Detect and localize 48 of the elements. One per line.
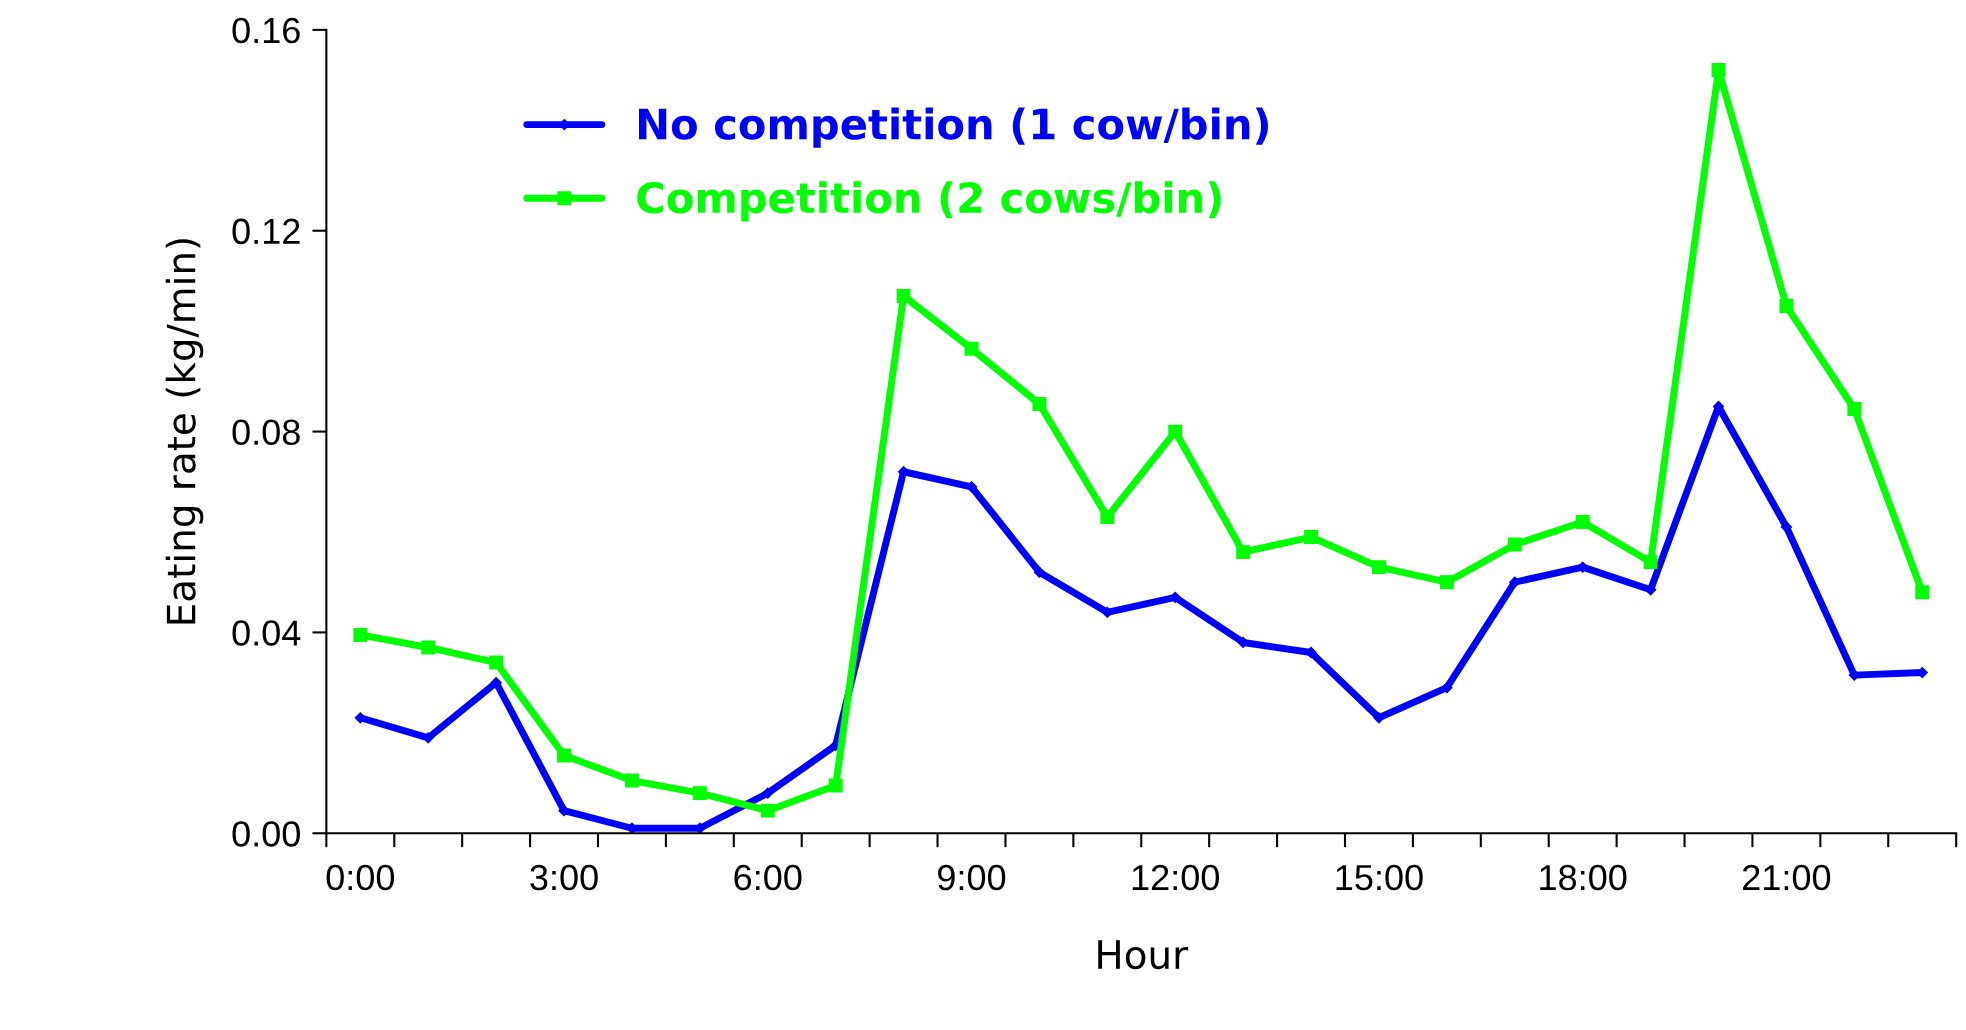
y-tick-label: 0.12: [232, 218, 300, 245]
x-tick-label: 6:00: [734, 864, 802, 891]
point: [1441, 682, 1453, 694]
point: [1847, 402, 1862, 416]
point: [1780, 521, 1793, 533]
x-tick-label: 9:00: [938, 864, 1006, 891]
point: [557, 748, 571, 763]
y-axis-title: Eating rate (kg/min): [165, 239, 204, 624]
point: [828, 778, 843, 793]
point: [1168, 424, 1183, 439]
point: [1643, 555, 1658, 570]
point: [1100, 509, 1115, 524]
y-tick-label: 0.04: [232, 620, 301, 646]
point: [489, 655, 504, 670]
x-tick-label: 0:00: [326, 864, 395, 891]
x-tick-label: 3:00: [530, 864, 598, 891]
x-tick-label: 18:00: [1540, 864, 1627, 891]
x-tick-label: 15:00: [1336, 864, 1423, 891]
point: [964, 341, 979, 356]
point: [762, 787, 774, 799]
point: [1371, 560, 1386, 575]
x-tick-label: 12:00: [1132, 864, 1219, 891]
point: [1373, 712, 1385, 724]
point: [421, 640, 436, 655]
legend-label: Competition (2 cows/bin): [637, 181, 1221, 222]
point: [354, 712, 366, 724]
point: [1711, 63, 1726, 77]
y-tick-label: 0.08: [232, 419, 300, 446]
point: [1507, 537, 1522, 552]
point: [490, 677, 502, 689]
legend-label: No competition (1 cow/bin): [639, 107, 1268, 148]
x-tick-label: 21:00: [1743, 864, 1831, 891]
point: [353, 627, 368, 642]
point: [896, 289, 911, 303]
point: [760, 803, 775, 818]
y-tick-label: 0.16: [232, 17, 300, 44]
point: [692, 786, 707, 801]
point: [1032, 397, 1047, 411]
x-axis-title: Hour: [1098, 940, 1189, 970]
point: [1779, 299, 1794, 313]
point: [1439, 575, 1454, 590]
point: [1033, 566, 1046, 578]
y-tick-label: 0.00: [232, 821, 300, 847]
point: [1915, 585, 1930, 600]
point: [1236, 545, 1251, 560]
point: [625, 773, 639, 788]
point: [1575, 515, 1590, 529]
point: [1304, 530, 1318, 544]
